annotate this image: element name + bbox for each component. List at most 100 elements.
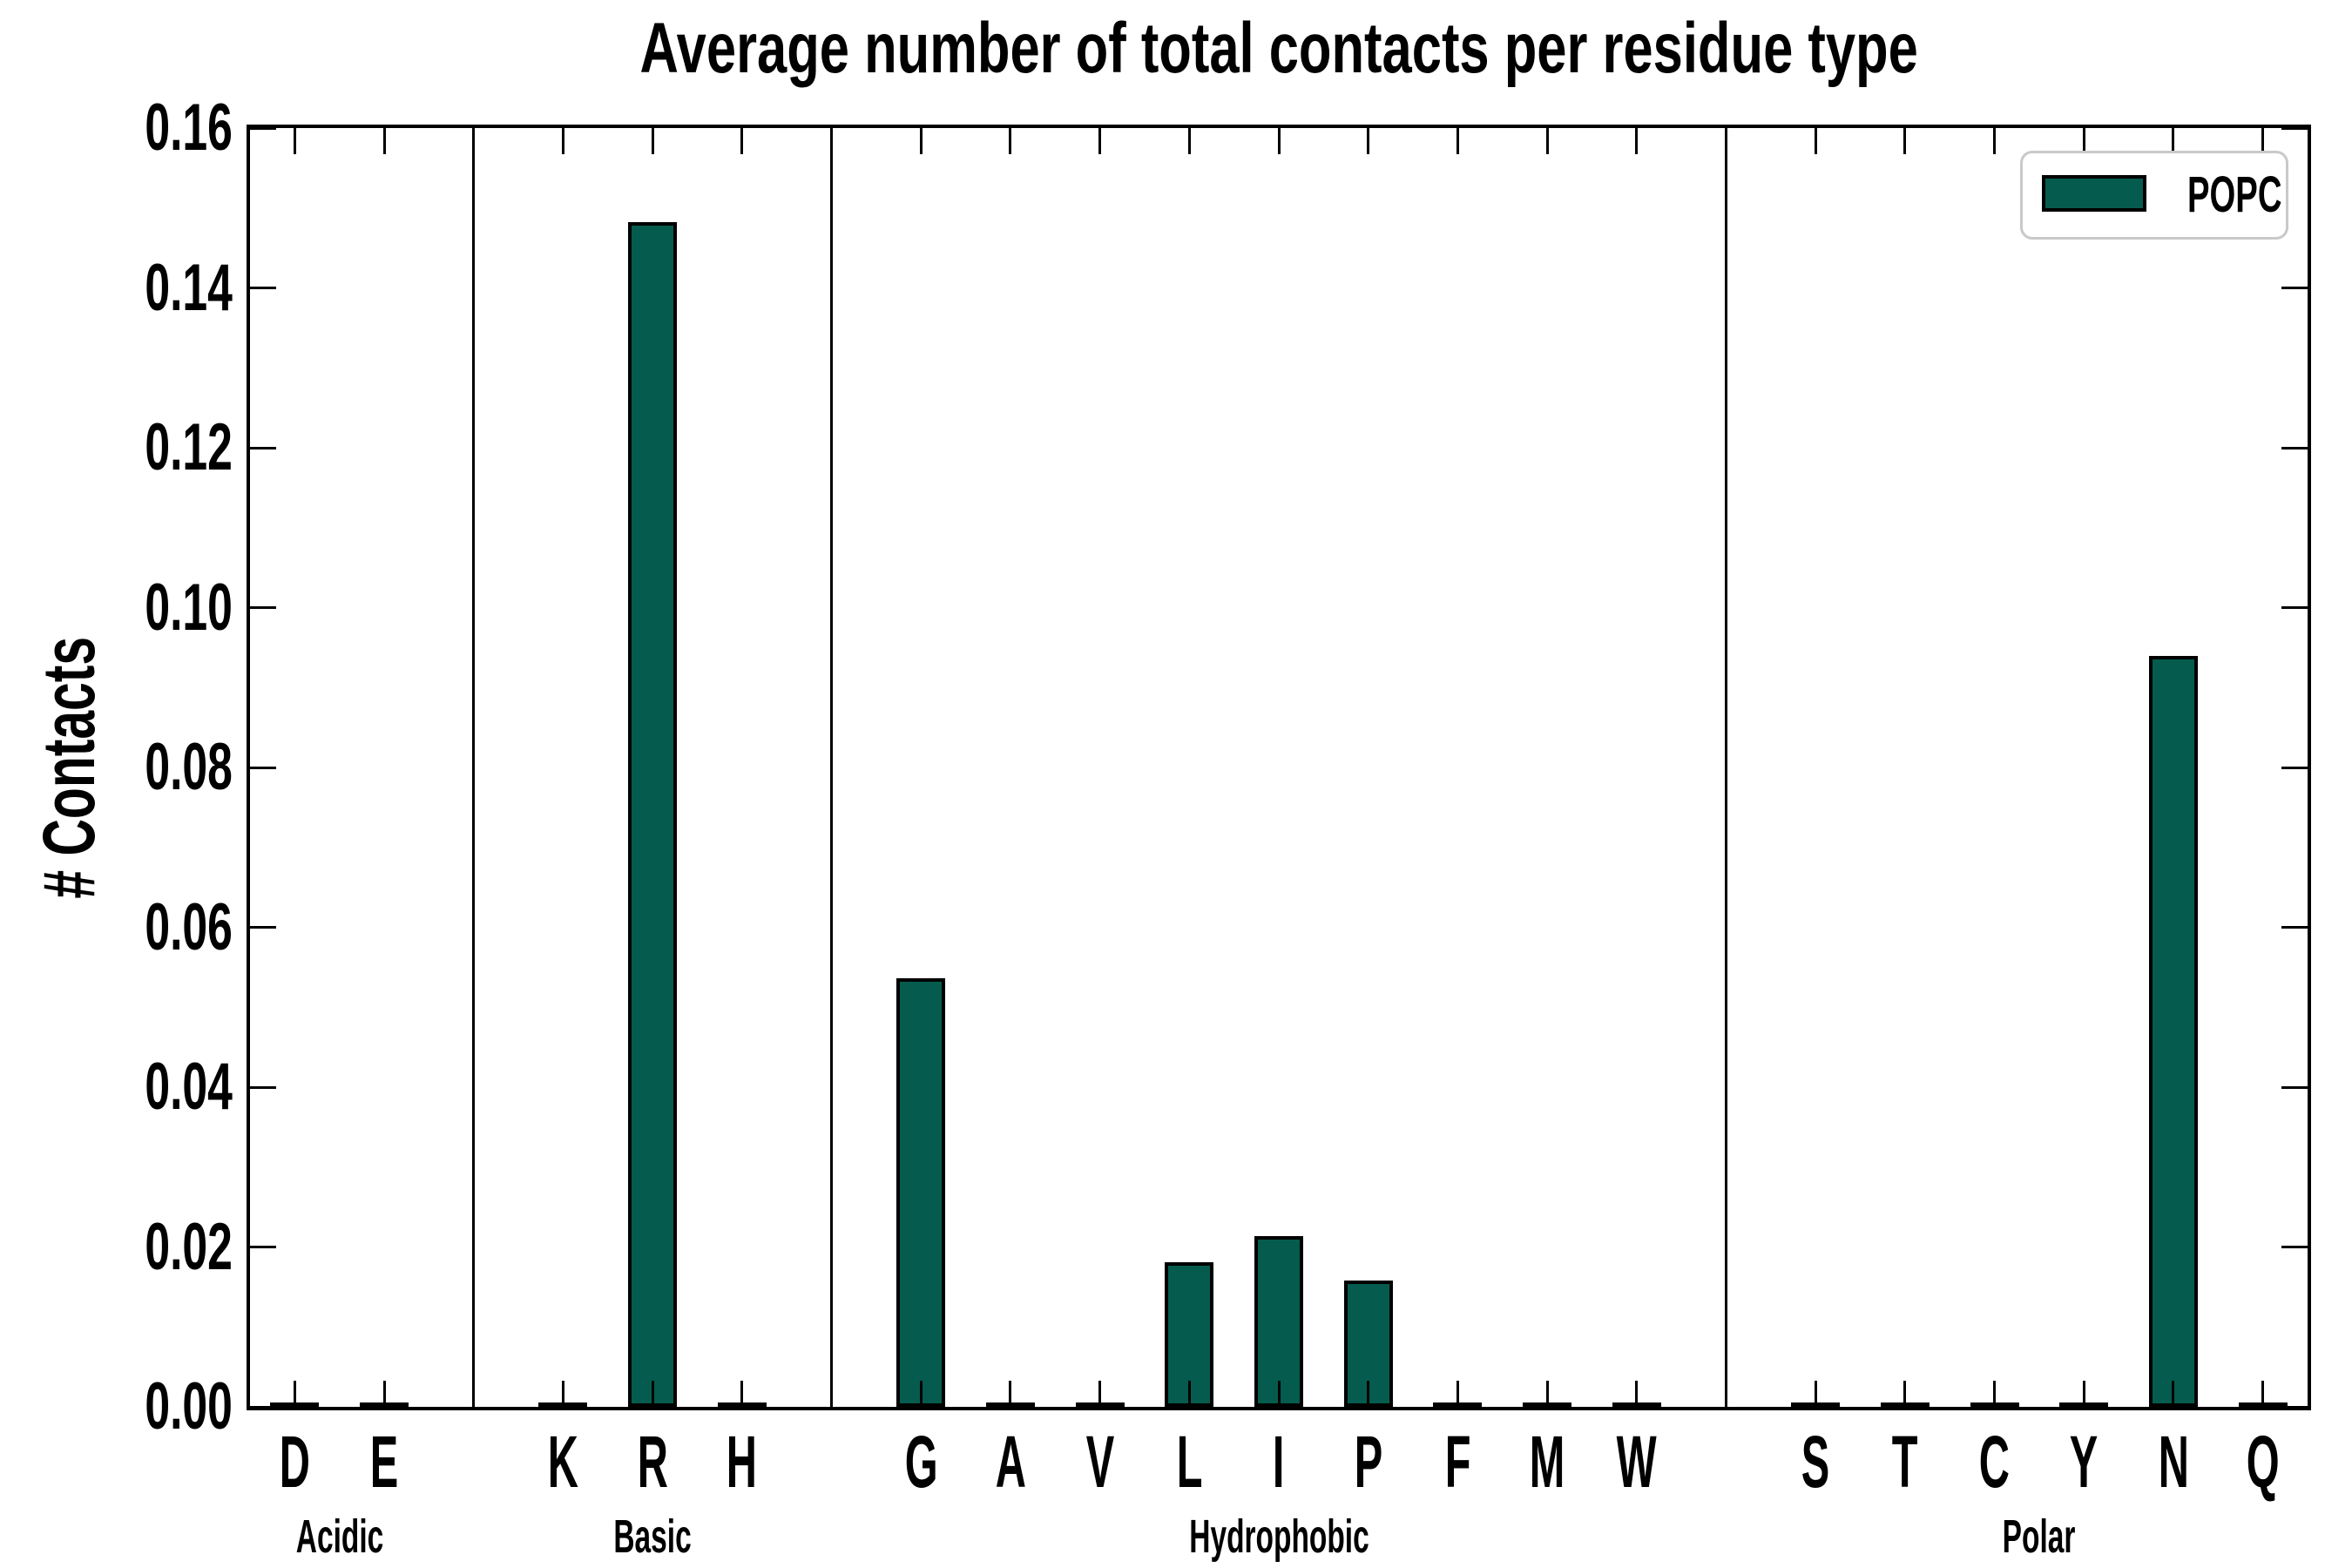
x-tick-label-Q: Q xyxy=(2132,1418,2352,1505)
y-tick-label-0.12-text: 0.12 xyxy=(145,410,233,484)
x-tick-label-Q-text: Q xyxy=(2246,1421,2280,1503)
x-tick-label-K: K xyxy=(432,1418,693,1505)
x-tick-label-W-text: W xyxy=(1616,1421,1657,1503)
x-tick-label-V: V xyxy=(970,1418,1231,1505)
x-tick-top-L xyxy=(1187,128,1191,154)
x-tick-bottom-H xyxy=(740,1381,744,1407)
x-tick-label-H: H xyxy=(612,1418,873,1505)
group-label-basic: Basic xyxy=(478,1509,827,1565)
y-tick-label-0.14: 0.14 xyxy=(0,253,233,323)
x-tick-bottom-N xyxy=(2172,1381,2175,1407)
y-tick-left-0.10 xyxy=(250,606,276,609)
x-tick-bottom-K xyxy=(561,1381,564,1407)
x-tick-top-H xyxy=(740,128,744,154)
x-tick-bottom-C xyxy=(1993,1381,1997,1407)
y-tick-label-0.00-text: 0.00 xyxy=(145,1369,233,1443)
x-tick-label-P: P xyxy=(1238,1418,1499,1505)
x-tick-bottom-L xyxy=(1187,1381,1191,1407)
x-tick-top-P xyxy=(1367,128,1370,154)
y-tick-label-0.10: 0.10 xyxy=(0,570,233,645)
x-tick-top-N xyxy=(2172,128,2175,154)
y-tick-label-0.02: 0.02 xyxy=(0,1209,233,1284)
x-tick-label-D-text: D xyxy=(279,1421,310,1503)
y-tick-left-0.12 xyxy=(250,446,276,449)
x-tick-top-D xyxy=(293,128,296,154)
x-tick-label-T: T xyxy=(1774,1418,2036,1505)
x-tick-bottom-E xyxy=(382,1381,386,1407)
x-tick-bottom-Q xyxy=(2261,1381,2265,1407)
x-tick-label-G-text: G xyxy=(904,1421,938,1503)
y-tick-label-0.00: 0.00 xyxy=(0,1372,233,1442)
y-tick-label-0.12: 0.12 xyxy=(0,413,233,483)
x-tick-top-Q xyxy=(2261,128,2265,154)
x-tick-bottom-S xyxy=(1814,1381,1817,1407)
x-tick-bottom-W xyxy=(1635,1381,1639,1407)
x-tick-bottom-I xyxy=(1277,1381,1281,1407)
y-tick-right-0.12 xyxy=(2281,446,2308,449)
x-tick-top-A xyxy=(1009,128,1012,154)
x-tick-label-Y: Y xyxy=(1953,1418,2214,1505)
y-tick-right-0.00 xyxy=(2281,1405,2308,1409)
group-divider xyxy=(830,128,834,1407)
x-tick-top-F xyxy=(1456,128,1459,154)
y-tick-right-0.06 xyxy=(2281,926,2308,929)
y-tick-right-0.08 xyxy=(2281,766,2308,769)
x-tick-top-V xyxy=(1098,128,1102,154)
x-tick-label-R-text: R xyxy=(637,1421,668,1503)
y-tick-left-0.04 xyxy=(250,1085,276,1089)
legend-label: POPC xyxy=(2187,155,2330,235)
x-tick-label-L-text: L xyxy=(1176,1421,1203,1503)
y-tick-label-0.04-text: 0.04 xyxy=(145,1050,233,1124)
y-tick-right-0.02 xyxy=(2281,1246,2308,1248)
x-tick-label-K-text: K xyxy=(547,1421,579,1503)
y-tick-left-0.00 xyxy=(250,1405,276,1409)
group-divider xyxy=(472,128,476,1407)
legend: POPC xyxy=(2020,151,2288,240)
y-tick-left-0.06 xyxy=(250,926,276,929)
x-tick-top-C xyxy=(1993,128,1997,154)
legend-swatch-popc xyxy=(2042,175,2146,212)
x-tick-bottom-D xyxy=(293,1381,296,1407)
group-label-basic-text: Basic xyxy=(613,1511,692,1563)
y-tick-label-0.16: 0.16 xyxy=(0,93,233,163)
x-tick-top-Y xyxy=(2082,128,2085,154)
x-tick-bottom-V xyxy=(1098,1381,1102,1407)
group-divider xyxy=(1724,128,1727,1407)
bar-N xyxy=(2148,655,2198,1407)
x-tick-top-M xyxy=(1545,128,1549,154)
y-tick-left-0.08 xyxy=(250,766,276,769)
x-tick-bottom-M xyxy=(1545,1381,1549,1407)
x-tick-top-K xyxy=(561,128,564,154)
chart-title: Average number of total contacts per res… xyxy=(233,3,2324,94)
x-tick-label-M: M xyxy=(1416,1418,1678,1505)
x-tick-top-I xyxy=(1277,128,1281,154)
group-label-polar-text: Polar xyxy=(2003,1511,2076,1563)
bar-G xyxy=(896,978,946,1407)
x-tick-label-H-text: H xyxy=(727,1421,758,1503)
group-label-acidic: Acidic xyxy=(166,1509,514,1565)
x-tick-top-R xyxy=(651,128,654,154)
y-tick-label-0.06-text: 0.06 xyxy=(145,889,233,964)
x-tick-bottom-G xyxy=(919,1381,923,1407)
group-label-acidic-text: Acidic xyxy=(295,1511,383,1563)
x-tick-label-S-text: S xyxy=(1801,1421,1830,1503)
x-tick-bottom-Y xyxy=(2082,1381,2085,1407)
group-label-polar: Polar xyxy=(1865,1509,2213,1565)
y-tick-left-0.16 xyxy=(250,126,276,130)
y-tick-label-0.16-text: 0.16 xyxy=(145,91,233,165)
bar-R xyxy=(628,222,678,1407)
x-tick-label-Y-text: Y xyxy=(2070,1421,2099,1503)
y-tick-label-0.02-text: 0.02 xyxy=(145,1209,233,1284)
y-tick-label-0.10-text: 0.10 xyxy=(145,570,233,645)
x-tick-bottom-T xyxy=(1903,1381,1907,1407)
x-tick-label-S: S xyxy=(1685,1418,1946,1505)
x-tick-label-I-text: I xyxy=(1273,1421,1285,1503)
x-tick-top-E xyxy=(382,128,386,154)
x-tick-label-D: D xyxy=(164,1418,425,1505)
group-label-hydrophobic-text: Hydrophobic xyxy=(1188,1511,1369,1563)
x-tick-label-N: N xyxy=(2043,1418,2304,1505)
x-tick-top-T xyxy=(1903,128,1907,154)
y-tick-right-0.10 xyxy=(2281,606,2308,609)
x-tick-label-A: A xyxy=(880,1418,1141,1505)
x-tick-bottom-F xyxy=(1456,1381,1459,1407)
